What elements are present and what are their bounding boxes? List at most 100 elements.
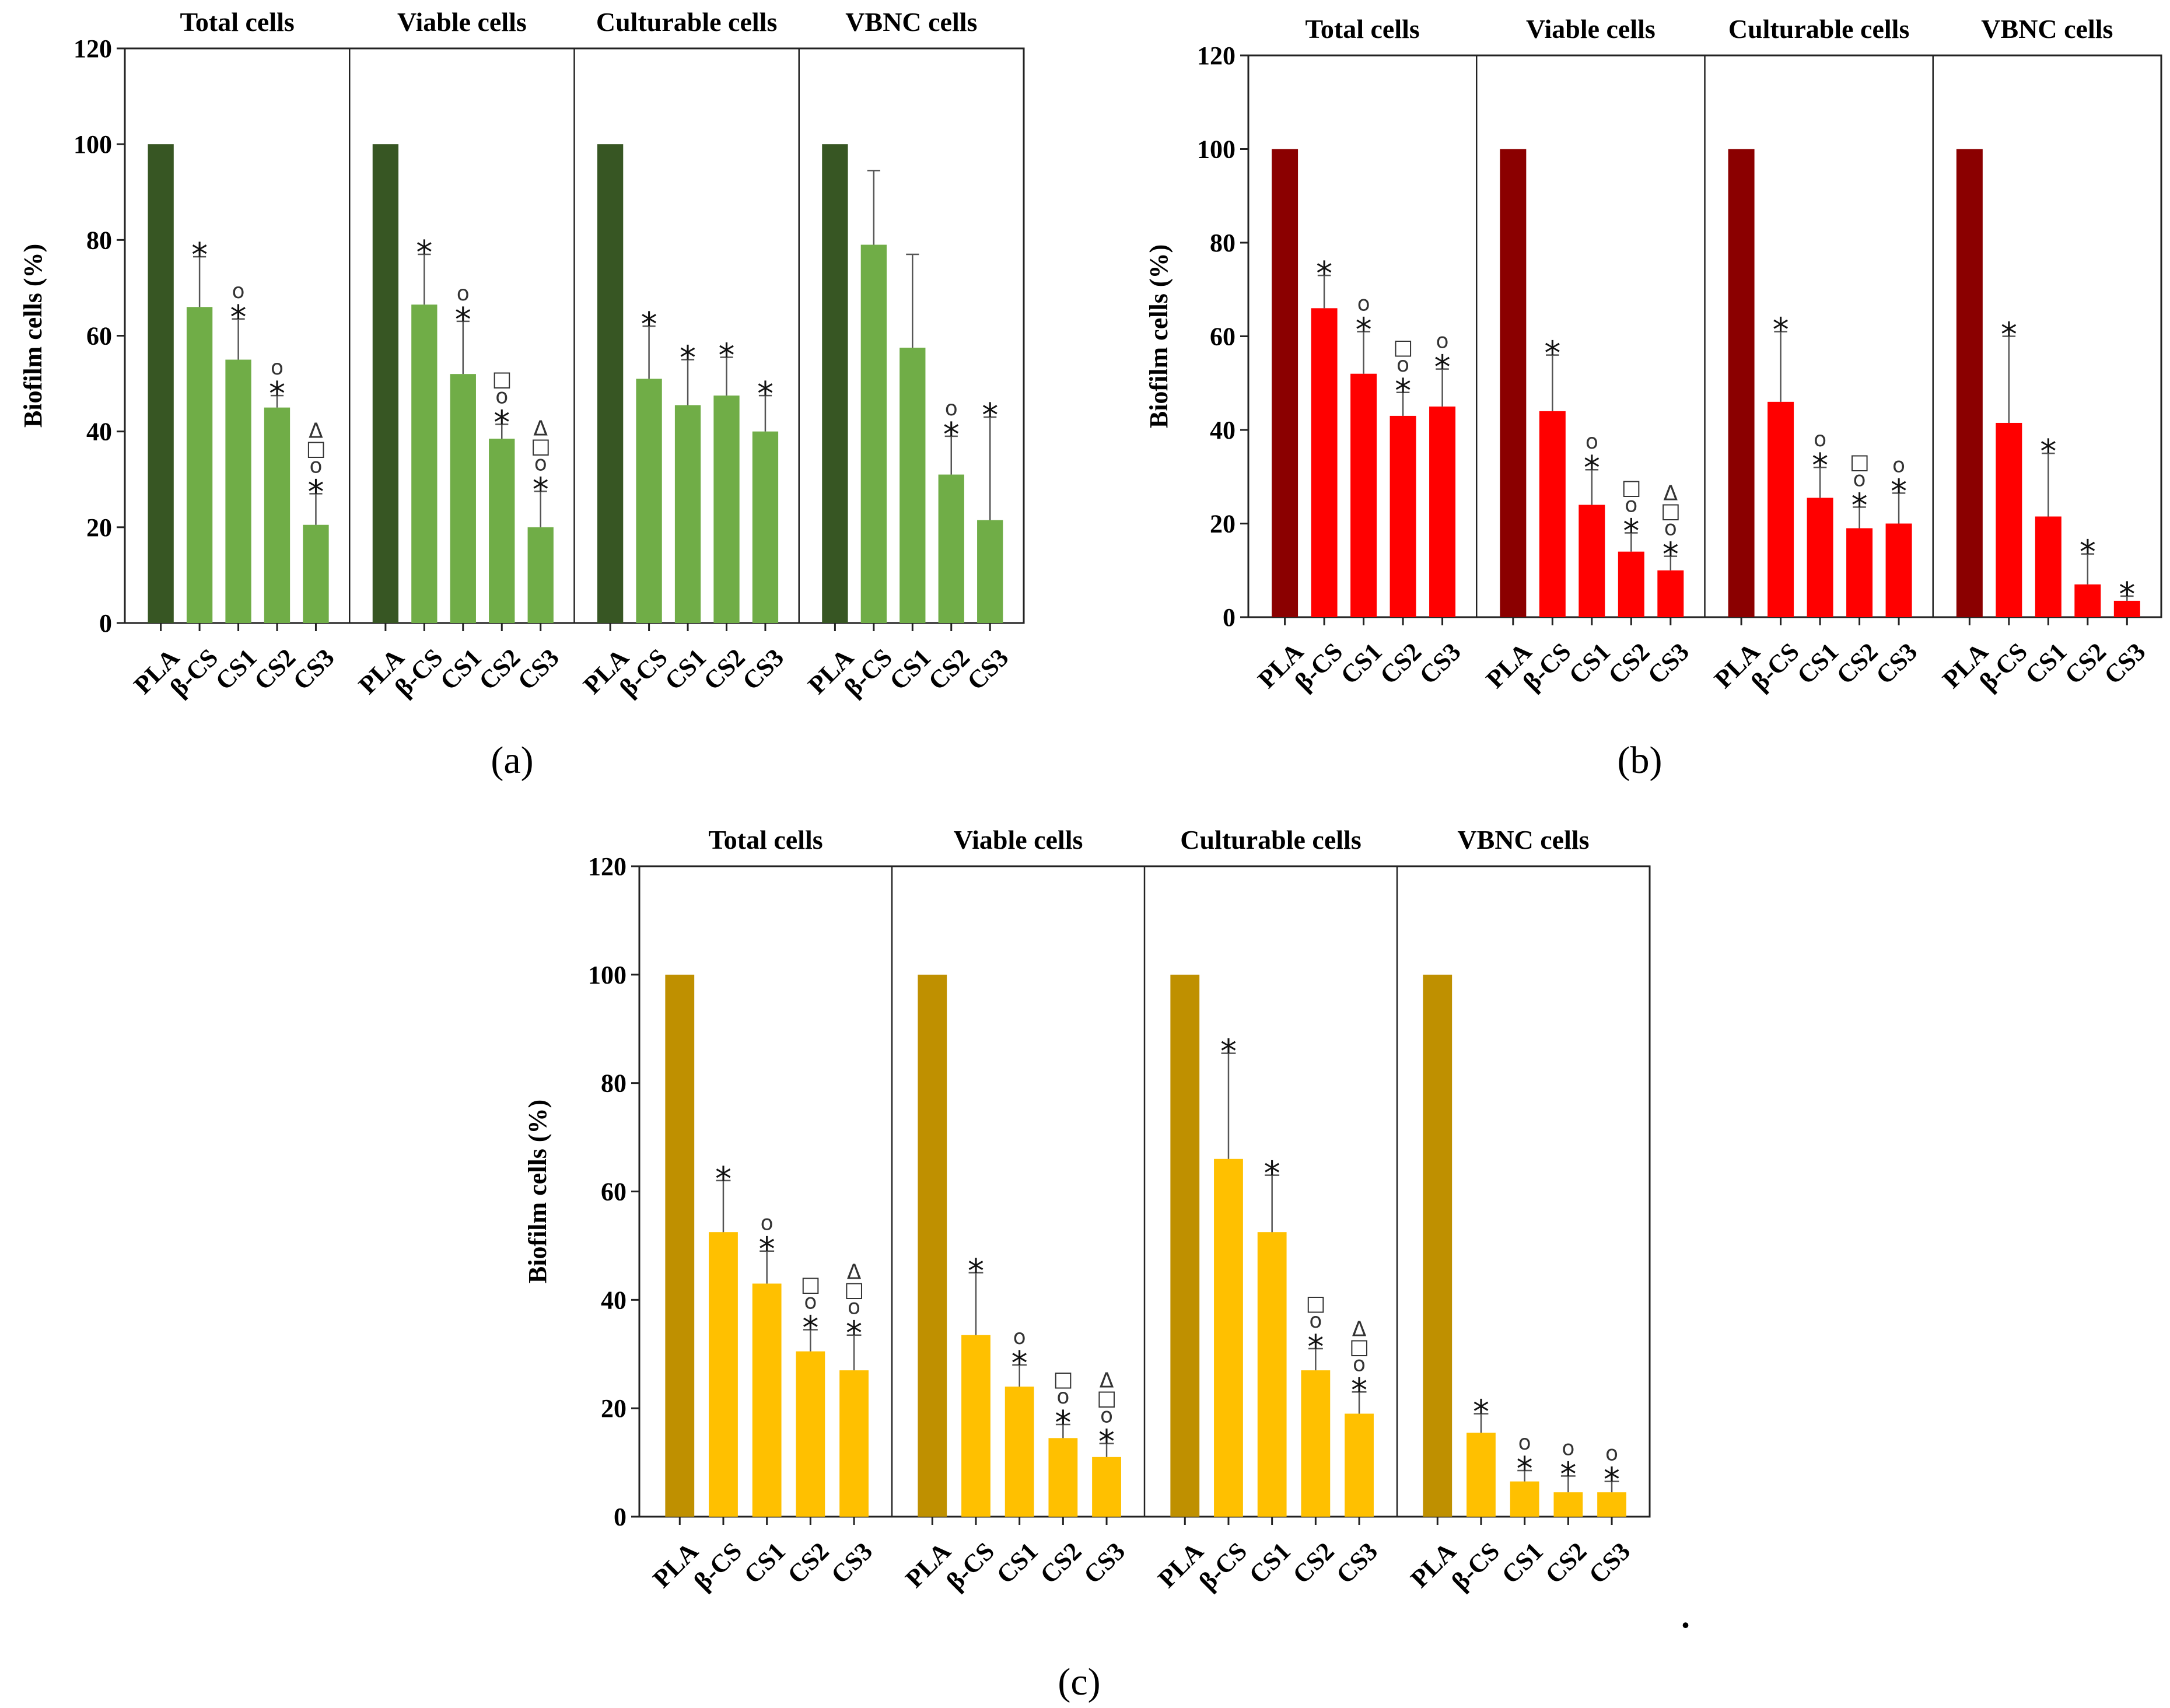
significance-marker: * [2119, 576, 2135, 614]
y-tick-label: 40 [601, 1286, 626, 1314]
panel-label: (b) [1618, 739, 1662, 782]
bar-cs1 [1005, 1387, 1034, 1517]
x-tick-label: CS3 [825, 1536, 878, 1589]
bar-cs2 [1048, 1438, 1078, 1517]
significance-marker: □ [844, 1278, 864, 1302]
bar-pla [665, 974, 695, 1517]
significance-marker: * [1812, 447, 1828, 485]
significance-marker: * [1560, 1455, 1576, 1493]
y-axis-label: Biofilm cells (%) [19, 244, 47, 428]
significance-marker: * [416, 234, 432, 272]
bar-pla [597, 144, 624, 623]
bar-cs1 [225, 359, 251, 623]
bar-cs2 [2074, 584, 2101, 617]
y-tick-label: 100 [74, 130, 112, 159]
x-tick-label: CS3 [1870, 637, 1923, 690]
significance-marker: * [1316, 255, 1332, 293]
significance-marker: o [1353, 1352, 1366, 1376]
significance-marker: * [1351, 1371, 1367, 1409]
significance-marker: * [269, 375, 285, 413]
bar-beta-cs [961, 1335, 991, 1517]
significance-marker: □ [1393, 335, 1413, 359]
bar-cs2 [489, 438, 515, 623]
significance-marker: o [1100, 1404, 1113, 1428]
significance-marker: * [1055, 1404, 1071, 1442]
significance-marker: * [680, 340, 696, 377]
bar-cs2 [1390, 415, 1416, 617]
chart-panel-a: 0 20 40 60 80 100 120 Biofilm cells (%) Total ce… [19, 7, 1025, 782]
bar-cs1 [2035, 516, 2062, 617]
significance-marker: * [1307, 1328, 1324, 1366]
significance-marker: * [759, 1231, 775, 1269]
bar-cs1 [752, 1283, 782, 1517]
bar-beta-cs [186, 307, 213, 623]
significance-marker: □ [306, 436, 326, 460]
significance-marker: * [1098, 1423, 1115, 1461]
bar-cs2 [1846, 528, 1873, 617]
y-tick-label: 20 [86, 513, 112, 542]
x-tick-label: CS3 [1331, 1536, 1383, 1589]
significance-marker: Δ [1100, 1369, 1114, 1393]
significance-marker: □ [1850, 450, 1870, 474]
bar-cs2 [1553, 1492, 1583, 1517]
x-tick-label: CS3 [1078, 1536, 1130, 1589]
significance-marker: o [1892, 453, 1905, 477]
x-tick-label: CS1 [738, 1536, 791, 1589]
bar-beta-cs [1768, 401, 1794, 617]
significance-marker: * [2040, 433, 2056, 471]
significance-marker: Δ [1663, 482, 1678, 506]
significance-marker: * [846, 1315, 862, 1353]
y-tick-label: 20 [601, 1394, 626, 1423]
x-tick-label: CS2 [1540, 1536, 1592, 1589]
bar-cs3 [1092, 1457, 1121, 1517]
significance-marker: □ [1349, 1335, 1369, 1359]
bar-beta-cs [1214, 1158, 1243, 1517]
significance-marker: o [1357, 292, 1370, 316]
y-tick-label: 60 [86, 322, 112, 351]
significance-marker: * [1220, 1033, 1237, 1071]
y-tick-label: 100 [588, 961, 626, 989]
significance-marker: Δ [847, 1261, 862, 1284]
bar-beta-cs [411, 304, 438, 623]
x-tick-label: CS1 [991, 1536, 1044, 1589]
significance-marker: * [533, 471, 549, 509]
facet-title: Total cells [180, 7, 294, 37]
bar-pla [1728, 149, 1755, 617]
significance-marker: o [761, 1212, 774, 1236]
significance-marker: Δ [533, 416, 548, 440]
significance-marker: o [1814, 428, 1826, 452]
bar-cs1 [1807, 498, 1833, 617]
significance-marker: □ [1053, 1367, 1073, 1391]
significance-marker: o [1605, 1442, 1618, 1466]
bar-cs1 [1578, 505, 1605, 617]
bar-cs1 [1350, 373, 1377, 617]
significance-marker: □ [1306, 1292, 1325, 1315]
significance-marker: o [1518, 1431, 1531, 1455]
bar-pla [1956, 149, 1983, 617]
bar-cs2 [713, 396, 740, 623]
significance-marker: o [534, 452, 547, 475]
significance-marker: o [1562, 1436, 1574, 1460]
significance-marker: * [494, 404, 510, 442]
significance-marker: o [804, 1290, 817, 1314]
chart-panel-c: 0 20 40 60 80 100 120 Biofilm cells (%) Total ce… [523, 825, 1651, 1703]
significance-marker: * [455, 301, 471, 339]
panel-label: (a) [491, 739, 533, 782]
x-tick-label: CS3 [1583, 1536, 1636, 1589]
significance-marker: * [1395, 372, 1411, 410]
significance-marker: o [232, 279, 245, 303]
significance-marker: o [495, 384, 508, 408]
bar-cs2 [264, 407, 290, 623]
y-tick-label: 120 [1197, 41, 1236, 70]
y-tick-label: 0 [614, 1503, 626, 1531]
bar-pla [822, 144, 848, 623]
bar-cs3 [527, 527, 554, 623]
facet-title: Culturable cells [596, 7, 777, 37]
bar-cs1 [674, 405, 701, 623]
bar-pla [1272, 149, 1298, 617]
significance-marker: * [307, 473, 324, 511]
bar-pla [148, 144, 174, 623]
x-tick-label: PLA [648, 1536, 704, 1593]
significance-marker: * [191, 236, 208, 274]
panel-label: (c) [1058, 1661, 1100, 1703]
